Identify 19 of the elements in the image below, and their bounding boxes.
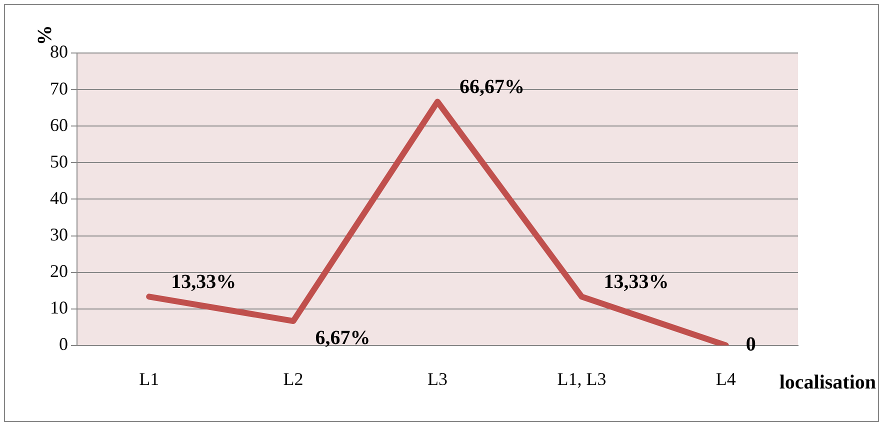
data-label: 13,33%: [171, 270, 236, 293]
y-tick-label: 0: [59, 334, 68, 354]
x-tick-label: L3: [428, 368, 448, 389]
x-tick-label: L4: [716, 368, 736, 389]
y-tick-label: 50: [50, 151, 68, 172]
y-tick-label: 30: [50, 224, 68, 244]
data-label: 6,67%: [315, 327, 370, 350]
data-label: 0: [746, 334, 756, 356]
y-tick-label: 60: [50, 114, 68, 135]
x-tick-label: L2: [283, 368, 304, 389]
y-tick-label: 10: [50, 298, 68, 318]
data-label: 66,67%: [460, 76, 524, 98]
x-axis-title: localisation: [779, 372, 876, 394]
data-label: 13,33%: [604, 270, 669, 293]
x-tick-label: L1: [139, 368, 160, 389]
y-tick-label: 20: [50, 261, 68, 282]
y-tick-label: 40: [50, 188, 68, 208]
y-tick-label: 70: [50, 78, 68, 98]
x-tick-label: L1, L3: [557, 368, 606, 389]
